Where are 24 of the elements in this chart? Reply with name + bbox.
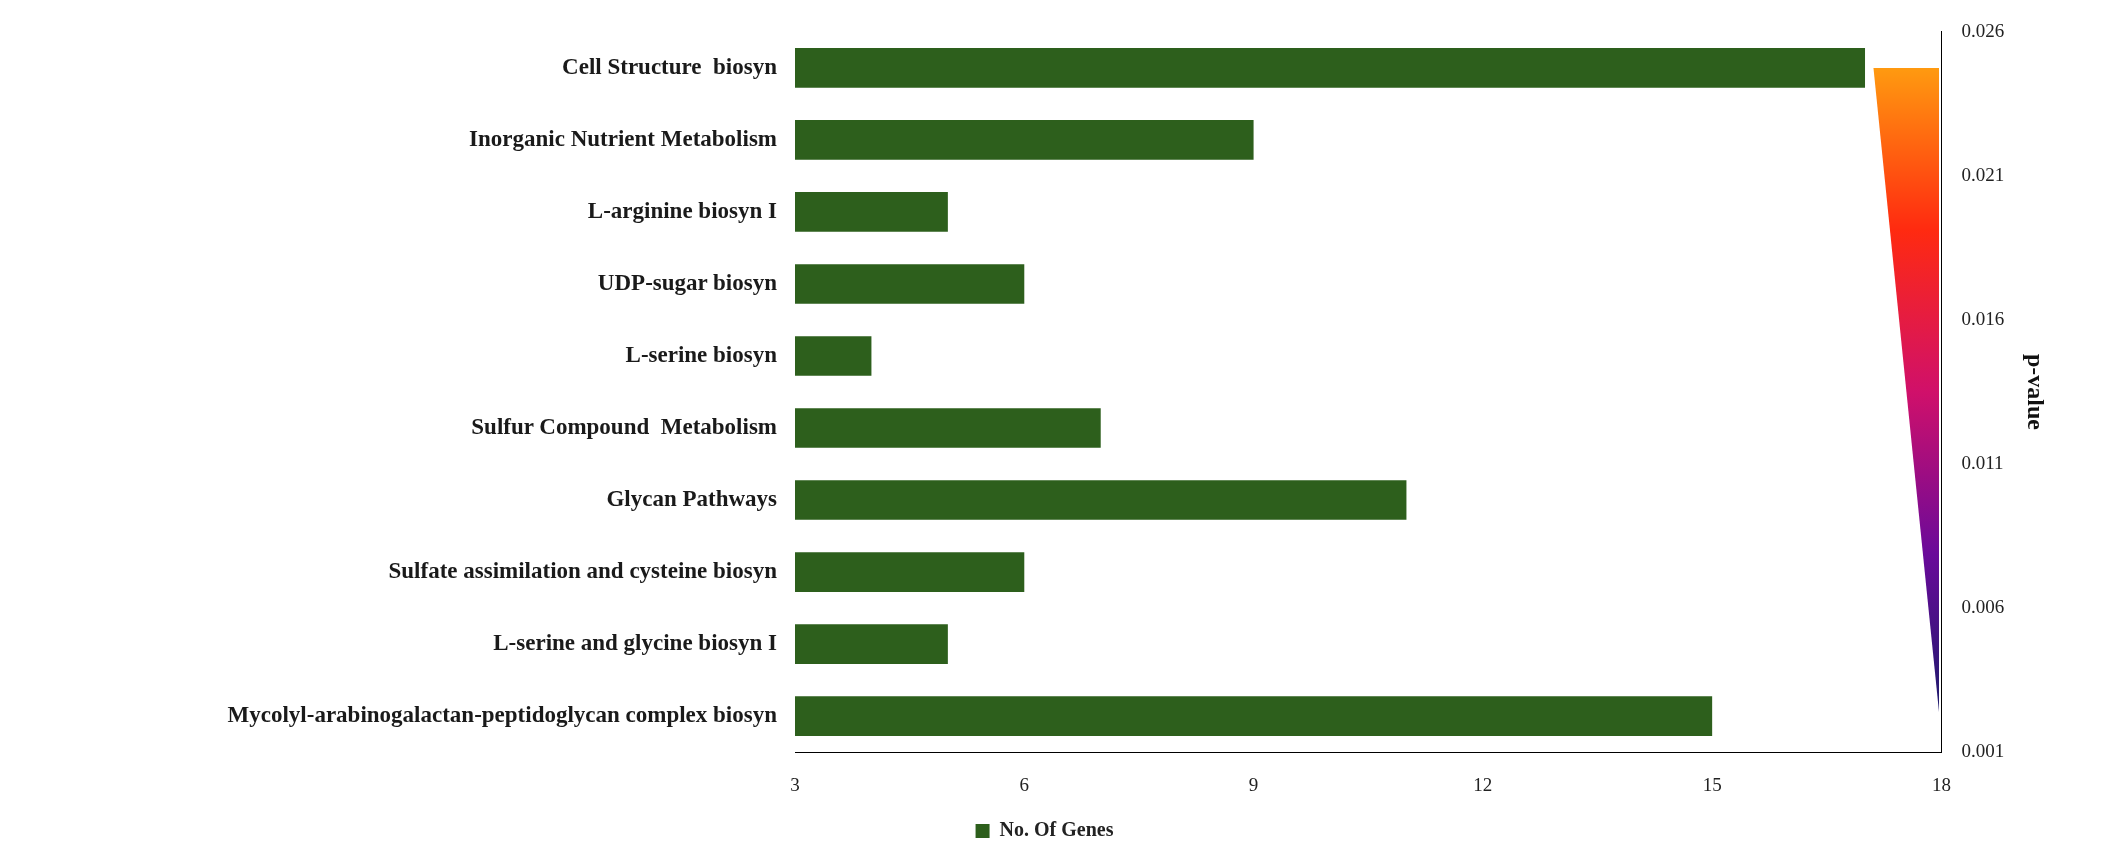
y-tick-label: Sulfate assimilation and cysteine biosyn (388, 558, 778, 584)
y2-tick-label: 0.026 (1961, 19, 2005, 41)
y-tick-label: L-serine biosyn (625, 341, 778, 367)
y2-tick-label: 0.011 (1961, 452, 2004, 474)
y-tick-label: Inorganic Nutrient Metabolism (469, 125, 777, 151)
y-tick-label: Sulfur Compound Metabolism (471, 413, 777, 439)
x-tick-label: 15 (1702, 773, 1722, 795)
x-tick-label: 9 (1248, 773, 1259, 795)
y2-axis-title: p-value (2023, 353, 2050, 431)
y-tick-label: UDP-sugar biosyn (597, 269, 778, 295)
y2-tick-label: 0.001 (1961, 740, 2005, 762)
y-tick-label: Glycan Pathways (606, 486, 778, 511)
y-tick-label: L-arginine biosyn I (587, 197, 778, 223)
y-tick-label: L-serine and glycine biosyn I (493, 630, 778, 656)
x-tick-label: 12 (1473, 773, 1493, 795)
y-tick-label: Mycolyl-arabinogalactan-peptidoglycan complex biosyn (227, 702, 778, 728)
y2-tick-label: 0.021 (1961, 163, 2005, 185)
x-tick-label: 6 (1019, 773, 1030, 795)
legend-label: No. Of Genes (999, 818, 1114, 841)
x-tick-label: 3 (790, 773, 800, 795)
y2-tick-label: 0.006 (1961, 596, 2005, 618)
y-tick-label: Cell Structure biosyn (562, 53, 778, 79)
y2-tick-label: 0.016 (1961, 307, 2005, 329)
x-tick-label: 18 (1931, 773, 1951, 795)
